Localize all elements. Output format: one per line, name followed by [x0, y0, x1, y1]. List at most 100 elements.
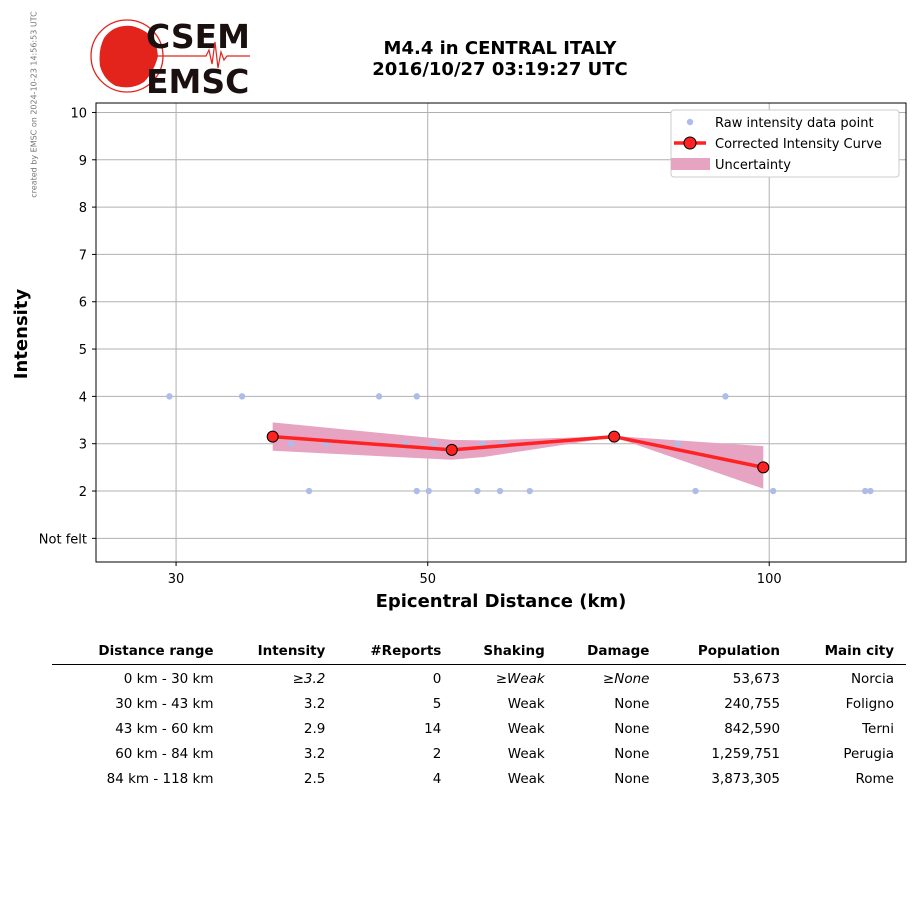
cell-distance: 43 km - 60 km — [115, 720, 214, 737]
header-main-city: Main city — [792, 640, 906, 665]
header-damage: Damage — [556, 640, 662, 665]
raw-data-point — [496, 487, 504, 495]
cell-population: 240,755 — [724, 695, 781, 712]
legend-curve-marker — [683, 136, 697, 150]
seismogram-line — [154, 41, 250, 69]
cell-intensity: ≥3.2 — [292, 670, 326, 687]
table-row: 43 km - 60 km 2.9 14 Weak None 842,590 T… — [52, 715, 906, 740]
csem-emsc-logo: CSEM EMSC — [90, 17, 250, 98]
x-tick-label: 50 — [419, 572, 436, 587]
legend-uncertainty-swatch — [671, 158, 710, 170]
cell-main-city: Terni — [862, 720, 894, 737]
raw-data-point — [413, 393, 420, 400]
legend-raw-label: Raw intensity data point — [715, 116, 874, 131]
raw-data-point — [425, 487, 432, 495]
legend-frame — [670, 109, 900, 178]
cell-damage: None — [614, 695, 650, 712]
raw-data-point — [722, 393, 729, 400]
legend-curve-label: Corrected Intensity Curve — [715, 137, 882, 152]
cell-distance: 60 km - 84 km — [115, 745, 214, 762]
x-tick-label: 100 — [757, 572, 782, 587]
cell-population: 842,590 — [724, 720, 781, 737]
cell-shaking: Weak — [507, 695, 545, 712]
globe-map-shape — [99, 25, 158, 88]
corrected-intensity-curve — [272, 434, 764, 470]
header-intensity: Intensity — [225, 640, 338, 665]
y-tick-label: 3 — [79, 438, 87, 453]
cell-reports: 2 — [432, 745, 442, 762]
cell-main-city: Rome — [855, 770, 895, 787]
table-row: 60 km - 84 km 3.2 2 Weak None 1,259,751 … — [52, 740, 906, 765]
legend-raw-marker — [686, 118, 694, 126]
cell-intensity: 3.2 — [303, 695, 326, 712]
x-axis-label: Epicentral Distance (km) — [376, 591, 627, 612]
header-distance: Distance range — [52, 640, 226, 665]
table-row: 84 km - 118 km 2.5 4 Weak None 3,873,305… — [52, 765, 906, 790]
y-tick-label: 4 — [79, 390, 87, 405]
table-row: 30 km - 43 km 3.2 5 Weak None 240,755 Fo… — [52, 690, 906, 715]
header-population: Population — [661, 640, 793, 665]
raw-data-point — [474, 487, 481, 495]
cell-shaking: Weak — [507, 720, 545, 737]
curve-point — [445, 443, 458, 456]
cell-damage: ≥None — [602, 670, 650, 687]
cell-shaking: Weak — [507, 770, 545, 787]
logo-bottom-text: EMSC — [146, 62, 249, 98]
cell-intensity: 2.5 — [303, 770, 326, 787]
logo-top-text: CSEM — [146, 17, 250, 56]
curve-point — [266, 430, 279, 443]
table-row: 0 km - 30 km ≥3.2 0 ≥Weak ≥None 53,673 N… — [52, 665, 906, 691]
grid — [96, 103, 906, 562]
y-axis-label: Intensity — [11, 289, 32, 380]
raw-data-point — [769, 487, 777, 495]
axis-ticks: Not felt 2 3 4 5 6 7 8 9 10 30 50 100 — [39, 106, 782, 587]
y-tick-label: 9 — [79, 154, 87, 169]
cell-intensity: 3.2 — [303, 745, 326, 762]
legend-uncertainty-label: Uncertainty — [715, 158, 791, 173]
cell-distance: 30 km - 43 km — [115, 695, 214, 712]
uncertainty-band — [272, 422, 764, 489]
raw-data-point — [430, 440, 437, 447]
cell-damage: None — [614, 720, 650, 737]
cell-damage: None — [614, 745, 650, 762]
title-datetime: 2016/10/27 03:19:27 UTC — [372, 59, 628, 80]
cell-intensity: 2.9 — [303, 720, 326, 737]
cell-population: 53,673 — [732, 670, 781, 687]
raw-data-point — [674, 440, 681, 447]
intensity-chart: Not felt 2 3 4 5 6 7 8 9 10 30 50 100 Epicentral Dis… — [11, 102, 907, 612]
cell-reports: 5 — [432, 695, 442, 712]
x-tick-label: 30 — [168, 572, 185, 587]
legend: Raw intensity data point Corrected Inten… — [670, 109, 900, 178]
cell-population: 3,873,305 — [711, 770, 781, 787]
raw-data-point — [166, 393, 173, 400]
raw-data-point — [861, 487, 869, 495]
y-tick-label: 2 — [79, 485, 87, 500]
raw-data-point — [288, 440, 295, 447]
header-reports: #Reports — [337, 640, 454, 665]
cell-distance: 84 km - 118 km — [106, 770, 214, 787]
y-tick-label: 7 — [79, 248, 87, 263]
cell-reports: 4 — [432, 770, 442, 787]
cell-reports: 0 — [432, 670, 442, 687]
raw-data-point — [238, 393, 246, 400]
cell-main-city: Norcia — [850, 670, 894, 687]
raw-data-point — [526, 487, 533, 495]
cell-main-city: Perugia — [843, 745, 894, 762]
cell-population: 1,259,751 — [711, 745, 781, 762]
cell-shaking: ≥Weak — [495, 670, 545, 687]
y-tick-label: Not felt — [39, 532, 87, 547]
cell-reports: 14 — [424, 720, 442, 737]
chart-title: M4.4 in CENTRAL ITALY 2016/10/27 03:19:2… — [300, 38, 700, 80]
curve-point — [608, 430, 621, 443]
y-tick-label: 10 — [70, 106, 87, 121]
table-header-row: Distance range Intensity #Reports Shakin… — [52, 640, 906, 665]
curve-point — [757, 461, 770, 474]
raw-data-point — [867, 487, 874, 495]
raw-data-point — [305, 487, 313, 495]
raw-data-point — [413, 487, 420, 495]
y-tick-label: 6 — [79, 296, 87, 311]
cell-damage: None — [614, 770, 650, 787]
header-shaking: Shaking — [453, 640, 557, 665]
plot-frame — [95, 102, 907, 563]
raw-data-point — [478, 440, 486, 447]
